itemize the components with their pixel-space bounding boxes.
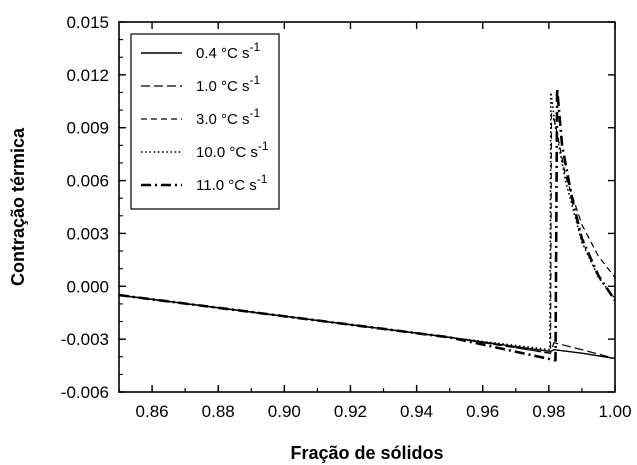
y-tick-label: 0.000	[66, 277, 109, 296]
legend-label-exponent: -1	[250, 73, 261, 87]
y-tick-label: 0.015	[66, 13, 109, 32]
plot-frame	[118, 21, 616, 393]
x-axis-ticks: 0.86 0.88 0.90 0.92 0.94 0.96 0.98 1.00	[118, 22, 632, 421]
y-tick-label: 0.009	[66, 119, 109, 138]
legend-label-text: 11.0 °C s	[196, 177, 257, 194]
legend-label-3: 10.0 °C s-1	[196, 139, 269, 161]
x-tick-label: 0.88	[202, 402, 235, 421]
x-tick-label: 0.86	[136, 402, 169, 421]
legend-label-1: 1.0 °C s-1	[196, 73, 261, 95]
legend-label-exponent: -1	[257, 172, 268, 186]
legend-label-0: 0.4 °C s-1	[196, 40, 261, 62]
y-tick-label: 0.012	[66, 66, 109, 85]
y-tick-label: -0.006	[61, 383, 109, 402]
y-axis-ticks: -0.006 -0.003 0.000 0.003 0.006 0.009 0.012 0.0…	[61, 13, 615, 402]
y-axis-title: Contração térmica	[8, 127, 28, 286]
y-tick-label: 0.003	[66, 224, 109, 243]
x-tick-label: 0.98	[532, 402, 565, 421]
legend-label-text: 10.0 °C s	[196, 144, 258, 161]
legend-label-exponent: -1	[250, 106, 261, 120]
x-tick-label: 0.94	[400, 402, 433, 421]
y-tick-label: 0.006	[66, 172, 109, 191]
y-tick-label: -0.003	[61, 330, 109, 349]
legend-label-4: 11.0 °C s-1	[196, 172, 268, 194]
legend-box	[130, 33, 280, 210]
legend-label-exponent: -1	[258, 139, 269, 153]
x-tick-label: 0.92	[334, 402, 367, 421]
x-axis-title: Fração de sólidos	[290, 443, 443, 463]
x-tick-label: 0.90	[268, 402, 301, 421]
x-tick-label: 0.96	[466, 402, 499, 421]
legend-label-text: 0.4 °C s	[196, 45, 250, 62]
legend-label-2: 3.0 °C s-1	[196, 106, 261, 128]
legend: 0.4 °C s-11.0 °C s-13.0 °C s-110.0 °C s-…	[130, 33, 280, 210]
legend-label-text: 3.0 °C s	[196, 111, 250, 128]
series-layer	[119, 87, 615, 362]
series-line-4	[119, 87, 615, 362]
legend-label-text: 1.0 °C s	[196, 78, 250, 95]
series-line-2	[119, 113, 615, 354]
legend-label-exponent: -1	[250, 40, 261, 54]
x-tick-label: 1.00	[598, 402, 631, 421]
